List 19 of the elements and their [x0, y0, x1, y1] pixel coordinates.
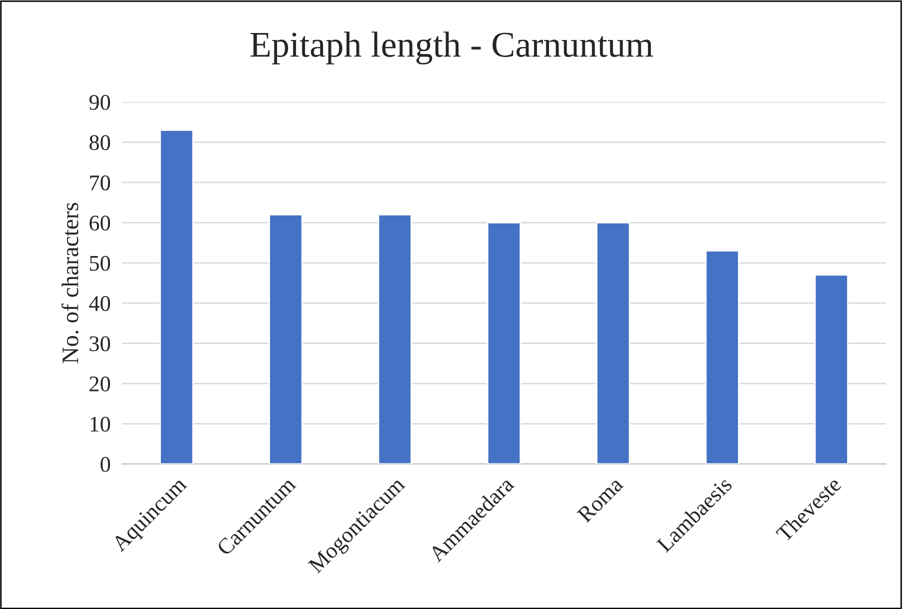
bar [268, 214, 303, 464]
bar [378, 214, 412, 464]
y-tick-label: 70 [90, 175, 110, 190]
bar [160, 129, 194, 464]
chart-title: Epitaph length - Carnuntum [250, 32, 654, 64]
bar [596, 222, 630, 464]
y-tick-label: 10 [90, 416, 110, 432]
y-tick-label: 50 [90, 256, 110, 271]
bar [814, 274, 848, 464]
bar [486, 222, 522, 464]
y-tick-label: 80 [90, 135, 110, 150]
y-tick-label: 20 [90, 376, 110, 392]
y-axis-title: No. of characters [61, 202, 78, 364]
y-tick-label: 40 [89, 296, 110, 312]
y-tick-label: 30 [90, 336, 110, 352]
bar [705, 250, 740, 464]
y-tick-label: 60 [90, 216, 110, 231]
y-tick-label: 0 [100, 456, 110, 472]
y-tick-label: 90 [89, 94, 110, 110]
